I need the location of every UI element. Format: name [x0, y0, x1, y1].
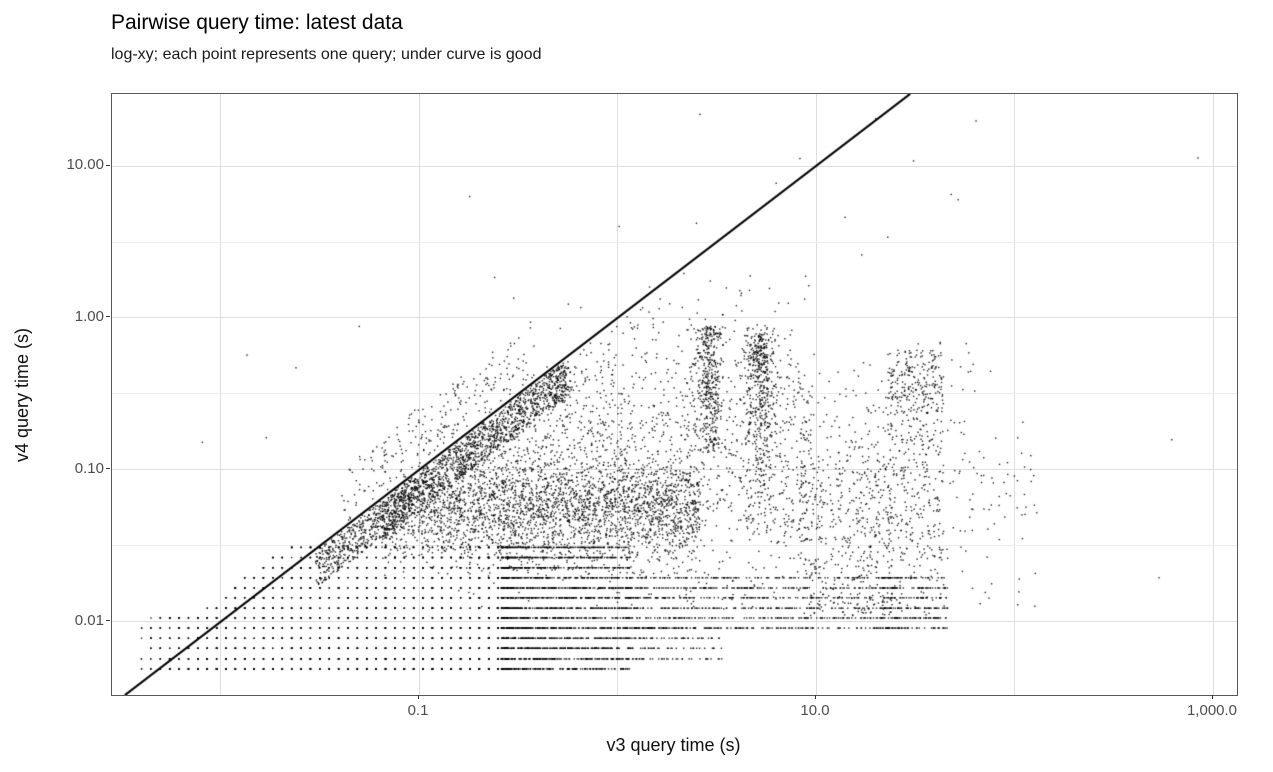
y-tick-label: 0.01 — [74, 611, 104, 629]
y-tick — [106, 316, 110, 318]
chart-subtitle: log-xy; each point represents one query;… — [111, 46, 542, 63]
scatter-points-canvas — [112, 94, 1237, 695]
x-tick — [1211, 695, 1213, 699]
y-axis-title: v4 query time (s) — [12, 327, 32, 463]
x-tick-label: 10.0 — [800, 702, 830, 719]
y-tick — [106, 468, 110, 470]
x-axis-title: v3 query time (s) — [606, 735, 741, 755]
x-tick-label: 1,000.0 — [1186, 702, 1238, 719]
y-tick — [106, 620, 110, 622]
plot-panel — [111, 93, 1238, 696]
x-tick — [814, 695, 816, 699]
y-tick-label: 0.10 — [74, 459, 104, 477]
chart-title: Pairwise query time: latest data — [111, 11, 403, 34]
x-tick-label: 0.1 — [407, 702, 429, 719]
x-tick — [417, 695, 419, 699]
y-tick — [106, 164, 110, 166]
y-tick-label: 10.00 — [66, 156, 104, 174]
y-tick-label: 1.00 — [74, 307, 104, 325]
